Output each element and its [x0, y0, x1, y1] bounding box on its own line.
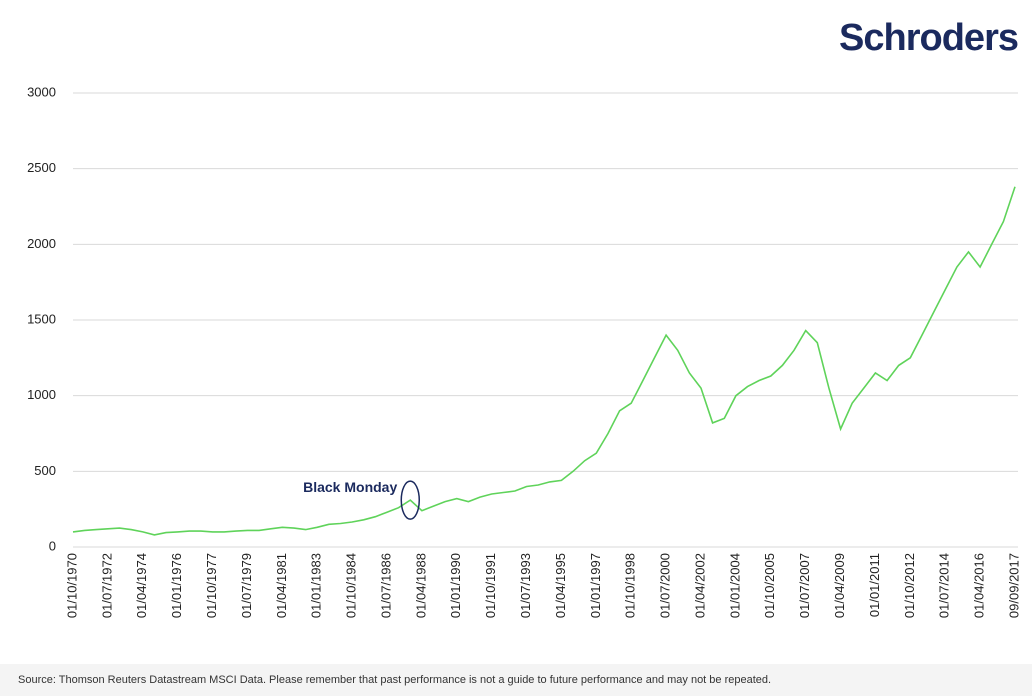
x-tick-label: 01/10/1991 [483, 553, 498, 618]
x-tick-label: 01/04/2002 [692, 553, 707, 618]
logo: Schroders [839, 17, 1018, 59]
x-tick-label: 01/10/1977 [204, 553, 219, 618]
x-tick-label: 01/04/1974 [134, 553, 149, 618]
x-tick-label: 01/07/2007 [797, 553, 812, 618]
data-line [72, 186, 1016, 536]
x-tick-label: 01/01/2004 [727, 553, 742, 618]
x-tick-label: 01/10/1970 [64, 553, 79, 618]
y-tick-label: 1000 [27, 387, 56, 402]
footer-band [0, 664, 1032, 696]
source-note: Source: Thomson Reuters Datastream MSCI … [18, 674, 771, 686]
x-tick-label: 01/07/2000 [658, 553, 673, 618]
x-tick-label: 01/07/1979 [239, 553, 254, 618]
y-tick-label: 2000 [27, 236, 56, 251]
x-tick-label: 01/07/1993 [518, 553, 533, 618]
x-tick-label: 01/01/1997 [588, 553, 603, 618]
annotation-ring [400, 480, 421, 520]
x-tick-label: 01/10/1984 [344, 553, 359, 618]
x-tick-label: 01/10/2012 [902, 553, 917, 618]
x-tick-label: 01/01/1983 [309, 553, 324, 618]
y-tick-label: 3000 [27, 84, 56, 99]
x-tick-label: 01/10/1998 [623, 553, 638, 618]
x-tick-label: 09/09/2017 [1006, 553, 1021, 618]
x-tick-label: 01/04/2009 [832, 553, 847, 618]
x-tick-label: 01/07/1972 [99, 553, 114, 618]
x-tick-label: 01/04/1995 [553, 553, 568, 618]
x-tick-label: 01/01/1976 [169, 553, 184, 618]
x-tick-label: 01/04/2016 [972, 553, 987, 618]
x-tick-label: 01/07/1986 [378, 553, 393, 618]
x-tick-label: 01/07/2014 [937, 553, 952, 618]
x-tick-label: 01/04/1988 [413, 553, 428, 618]
x-tick-label: 01/04/1981 [274, 553, 289, 618]
y-tick-label: 500 [34, 463, 56, 478]
annotation-label: Black Monday [303, 479, 397, 495]
x-tick-label: 01/01/2011 [867, 553, 882, 617]
y-tick-label: 1500 [27, 311, 56, 326]
x-tick-label: 01/01/1990 [448, 553, 463, 618]
y-tick-label: 0 [49, 538, 56, 553]
y-tick-label: 2500 [27, 160, 56, 175]
x-tick-label: 01/10/2005 [762, 553, 777, 618]
